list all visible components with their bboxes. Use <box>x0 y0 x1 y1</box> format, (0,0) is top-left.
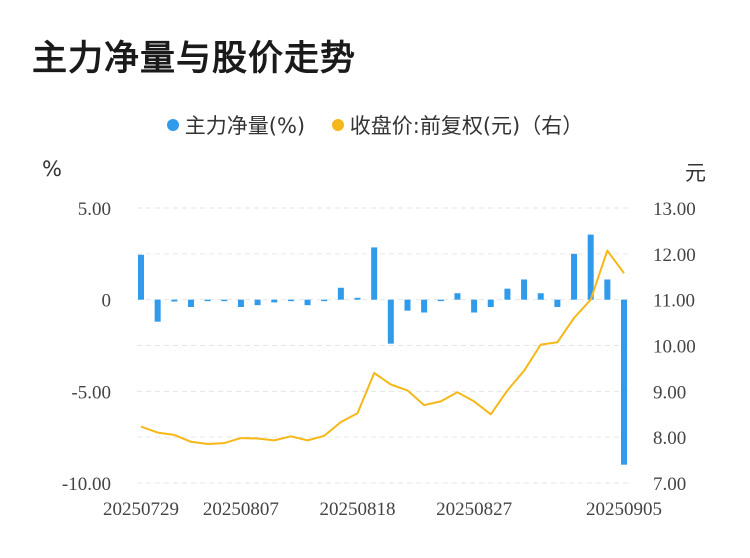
net-bar <box>154 299 161 322</box>
net-bar <box>471 299 478 313</box>
legend-label-net: 主力净量(%) <box>184 114 306 138</box>
net-bar <box>387 299 394 344</box>
net-bar <box>337 287 344 300</box>
legend: 主力净量(%) 收盘价:前复权(元)（右） <box>0 110 750 140</box>
net-bar <box>587 234 594 300</box>
right-axis-tick-label: 12.00 <box>653 245 696 266</box>
net-bar <box>504 288 511 300</box>
net-bar <box>221 299 228 302</box>
left-axis-unit: % <box>42 157 62 181</box>
net-bar <box>554 299 561 307</box>
legend-item-net[interactable]: 主力净量(%) <box>166 110 306 140</box>
net-bar <box>271 299 278 303</box>
right-axis-unit: 元 <box>685 161 706 185</box>
net-bar <box>304 299 311 306</box>
net-bar <box>354 297 361 300</box>
right-axis-tick-label: 13.00 <box>653 199 696 220</box>
right-axis-tick-label: 9.00 <box>653 382 686 403</box>
legend-item-price[interactable]: 收盘价:前复权(元)（右） <box>331 110 584 140</box>
x-axis-tick-label: 20250729 <box>103 499 179 520</box>
net-bar <box>571 253 578 300</box>
net-bar <box>138 254 144 300</box>
net-bar <box>454 293 461 300</box>
net-bar <box>621 299 627 465</box>
net-bar <box>604 279 611 300</box>
net-bar <box>204 299 211 302</box>
net-bar <box>421 299 428 313</box>
left-axis-tick-label: -5.00 <box>71 382 111 403</box>
chart-title: 主力净量与股价走势 <box>32 39 357 79</box>
price-line <box>140 249 625 445</box>
x-axis-tick-label: 20250827 <box>436 499 512 520</box>
net-bar <box>437 299 444 302</box>
x-axis-tick-label: 20250905 <box>586 499 662 520</box>
right-axis-tick-label: 10.00 <box>653 337 696 358</box>
right-axis-tick-label: 8.00 <box>653 428 686 449</box>
net-bar <box>521 279 528 300</box>
left-axis-tick-label: -10.00 <box>62 474 111 495</box>
legend-line-marker <box>331 119 344 131</box>
x-axis-tick-label: 20250818 <box>320 499 396 520</box>
right-axis-tick-label: 7.00 <box>653 474 686 495</box>
legend-label-price: 收盘价:前复权(元)（右） <box>349 114 584 138</box>
net-bar <box>254 299 261 306</box>
net-bar <box>404 299 411 311</box>
left-axis-tick-label: 5.00 <box>78 199 111 220</box>
net-bar <box>187 299 194 307</box>
right-axis-tick-label: 11.00 <box>653 291 695 312</box>
net-bar <box>237 299 244 307</box>
legend-bar-marker <box>166 119 179 131</box>
left-axis-tick-label: 0 <box>102 291 112 312</box>
net-bar <box>371 247 378 300</box>
net-bar <box>287 299 294 302</box>
net-bar <box>487 299 494 307</box>
net-bar <box>321 299 328 302</box>
net-bar <box>171 299 178 302</box>
x-axis-tick-label: 20250807 <box>203 499 279 520</box>
net-bar <box>537 293 544 300</box>
